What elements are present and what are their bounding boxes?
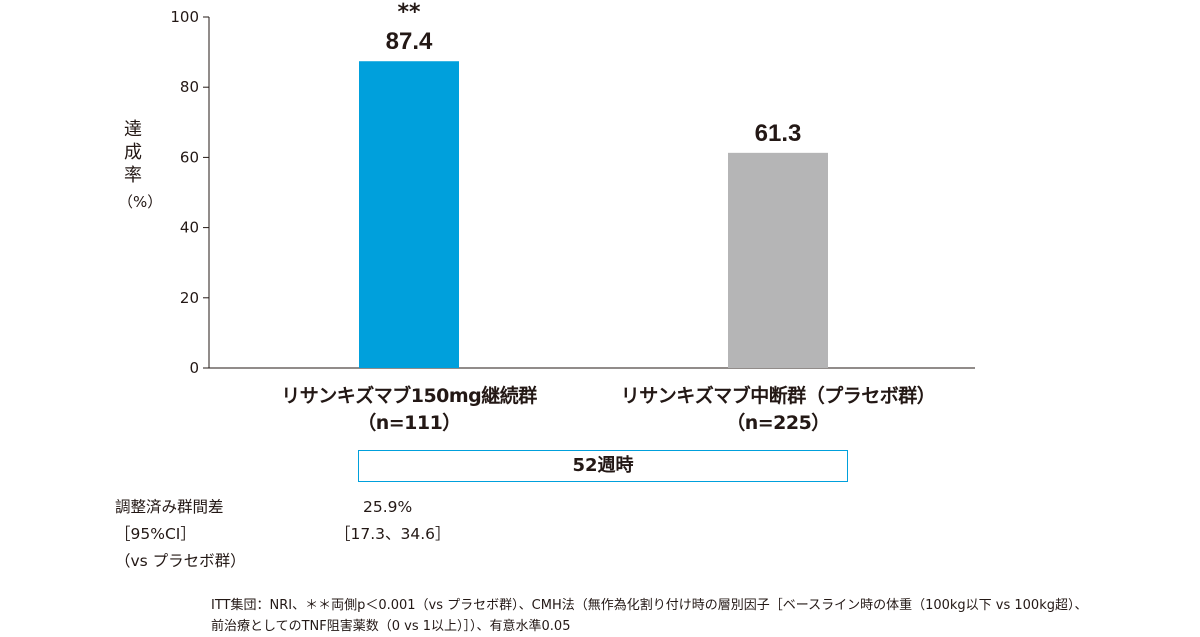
bar-value-label: 87.4 xyxy=(386,28,433,55)
stat-value: 25.9% xyxy=(363,498,413,516)
stat-label: 調整済み群間差 xyxy=(115,498,224,516)
category-label-placebo: リサンキズマブ中断群（プラセボ群） （n=225） xyxy=(558,383,998,437)
footnote-line: 前治療としてのTNF阻害薬数（0 vs 1以上）］）、有意水準0.05 xyxy=(211,619,571,634)
y-tick-label: 60 xyxy=(180,148,199,166)
y-axis: 0 20 40 60 80 100 xyxy=(170,8,975,377)
category-label-continued: リサンキズマブ150mg継続群 （n=111） xyxy=(189,383,629,437)
y-axis-label-char: 達 xyxy=(124,119,142,140)
y-axis-label-unit: （%） xyxy=(118,193,163,211)
significance-marker: ** xyxy=(397,0,421,25)
y-axis-label-char: 率 xyxy=(124,165,142,186)
category-label-line: リサンキズマブ中断群（プラセボ群） xyxy=(620,385,936,407)
stat-value: ［17.3、34.6］ xyxy=(335,525,451,543)
bar-chart: 0 20 40 60 80 100 87.4 ** 61.3 xyxy=(170,0,975,377)
stat-label: ［95%CI］ xyxy=(115,525,196,543)
category-label-line: （n=225） xyxy=(726,412,830,434)
category-label-line: リサンキズマブ150mg継続群 xyxy=(281,385,537,407)
stat-label: （vs プラセボ群） xyxy=(115,552,246,570)
footnote: ITT集団：NRI、＊＊両側p＜0.001（vs プラセボ群）、CMH法（無作為… xyxy=(211,595,1087,637)
y-axis-label-char: 成 xyxy=(124,142,142,163)
bar xyxy=(359,61,459,368)
bar-value-label: 61.3 xyxy=(755,120,802,147)
y-axis-label: 達 成 率 （%） xyxy=(118,118,163,214)
y-tick-label: 100 xyxy=(170,8,199,26)
bar xyxy=(728,152,828,368)
y-tick-label: 40 xyxy=(180,219,199,237)
timepoint-box: 52週時 xyxy=(358,450,848,482)
y-tick-label: 0 xyxy=(189,359,199,377)
y-tick-label: 80 xyxy=(180,78,199,96)
bars: 87.4 ** 61.3 xyxy=(359,0,828,368)
category-label-line: （n=111） xyxy=(357,412,461,434)
y-tick-label: 20 xyxy=(180,289,199,307)
footnote-line: ITT集団：NRI、＊＊両側p＜0.001（vs プラセボ群）、CMH法（無作為… xyxy=(211,598,1088,613)
